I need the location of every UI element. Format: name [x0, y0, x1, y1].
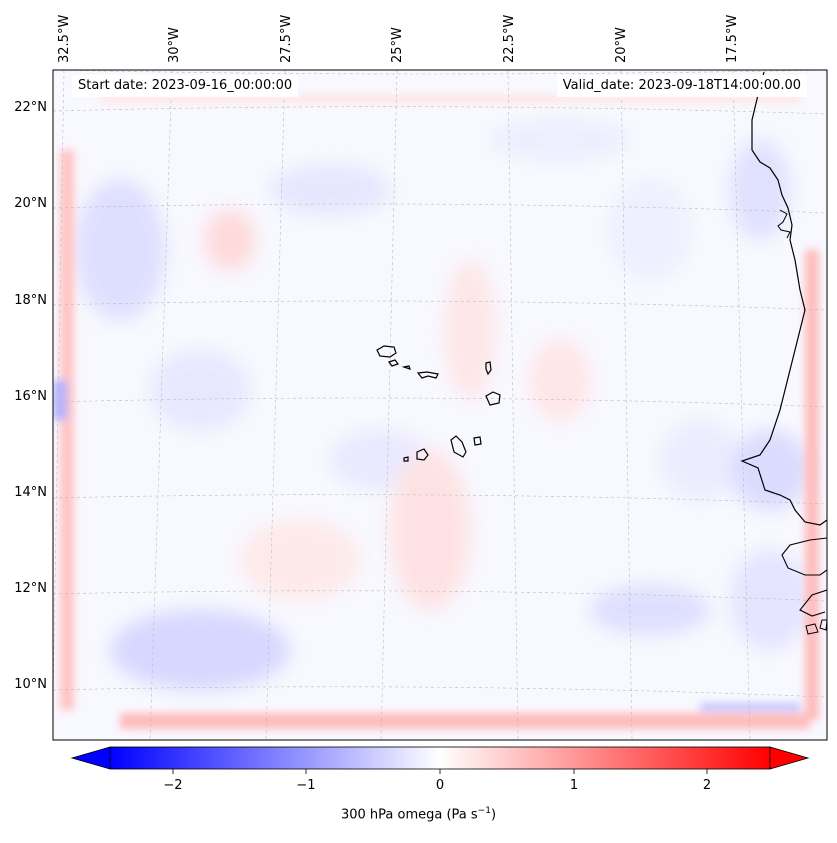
- boa-vista-island: [485, 391, 501, 406]
- lat-label-14n: 14°N: [14, 485, 47, 500]
- colorbar-title-text: 300 hPa omega (Pa s: [340, 807, 478, 823]
- santa-luzia-island: [401, 365, 411, 370]
- lon-label-32-5w: 32.5°W: [57, 15, 72, 63]
- fogo-island: [416, 448, 429, 461]
- lon-label-27-5w: 27.5°W: [279, 15, 294, 63]
- valid-date-label: Valid_date: 2023-09-18T14:00:00.00: [556, 75, 807, 97]
- brava-island: [403, 456, 409, 462]
- colorbar-tick-label: 0: [436, 778, 444, 793]
- lat-label-12n: 12°N: [14, 581, 47, 596]
- latitude-labels: 22°N 20°N 18°N 16°N 14°N 12°N 10°N: [14, 100, 47, 692]
- sao-nicolau-island: [416, 371, 439, 379]
- bijagos-islands: [805, 619, 827, 635]
- lon-label-30w: 30°W: [167, 27, 182, 63]
- lat-label-18n: 18°N: [14, 293, 47, 308]
- lat-label-22n: 22°N: [14, 100, 47, 115]
- lat-label-10n: 10°N: [14, 677, 47, 692]
- lon-label-17-5w: 17.5°W: [725, 15, 740, 63]
- sal-island: [485, 361, 492, 376]
- lon-label-22-5w: 22.5°W: [502, 15, 517, 63]
- colorbar-tick-labels: −2 −1 0 1 2: [163, 778, 711, 793]
- map-area[interactable]: [53, 70, 827, 740]
- guinea-bissau-coast: [799, 589, 827, 617]
- africa-coastline: [740, 71, 827, 526]
- colorbar-tick-label: −2: [163, 778, 182, 793]
- dakhla-inlet: [777, 209, 791, 239]
- colorbar-tick-label: 2: [703, 778, 711, 793]
- omega-field: [75, 120, 810, 690]
- colorbar: −2 −1 0 1 2: [70, 746, 810, 793]
- colorbar-extend-high: [769, 746, 810, 770]
- senegal-coast: [781, 537, 827, 576]
- santiago-island: [450, 435, 467, 458]
- colorbar-tick-label: −1: [296, 778, 315, 793]
- colorbar-title-close: ): [490, 807, 497, 823]
- cabo-verde-islands: [376, 345, 501, 462]
- map-frame: [52, 69, 828, 741]
- colorbar-gradient: [109, 746, 771, 770]
- boundary-artifacts: [53, 95, 819, 729]
- sao-vicente-island: [388, 359, 399, 367]
- colorbar-title: 300 hPa omega (Pa s−1): [0, 806, 837, 822]
- lat-label-20n: 20°N: [14, 196, 47, 211]
- colorbar-tick-label: 1: [570, 778, 578, 793]
- longitude-labels: 32.5°W 30°W 27.5°W 25°W 22.5°W 20°W 17.5…: [57, 15, 740, 63]
- maio-island: [473, 436, 482, 446]
- colorbar-ticks: [172, 769, 708, 774]
- lon-label-20w: 20°W: [614, 27, 629, 63]
- gridlines: [53, 70, 827, 740]
- santo-antao-island: [376, 345, 397, 358]
- start-date-label: Start date: 2023-09-16_00:00:00: [72, 75, 299, 97]
- colorbar-title-exponent: −1: [477, 806, 491, 816]
- lat-label-16n: 16°N: [14, 389, 47, 404]
- colorbar-extend-low: [70, 746, 111, 770]
- lon-label-25w: 25°W: [390, 27, 405, 63]
